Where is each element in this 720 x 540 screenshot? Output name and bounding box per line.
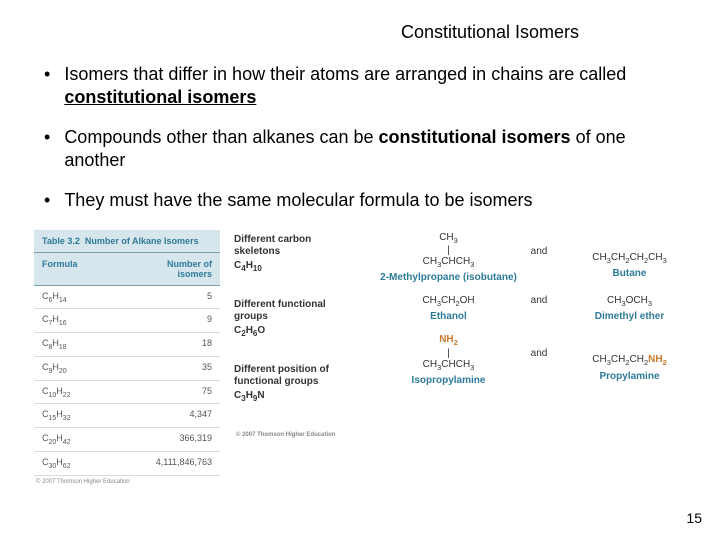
- bullet-text: Compounds other than alkanes can be cons…: [64, 126, 690, 171]
- table-row: C15H324,347: [34, 404, 220, 428]
- table-row: C6H145: [34, 286, 220, 310]
- table-body: C6H145 C7H169 C8H1818 C9H2035 C10H2275 C…: [34, 286, 220, 476]
- page-number: 15: [686, 510, 702, 526]
- category-2: Different functionalgroups C2H6O: [234, 299, 364, 338]
- table-row: C30H624,111,846,763: [34, 452, 220, 476]
- bullet-text: They must have the same molecular formul…: [64, 189, 690, 212]
- bullet-dot: •: [44, 126, 50, 171]
- table-row: C7H169: [34, 309, 220, 333]
- figure-area: Table 3.2 Number of Alkane Isomers Formu…: [0, 230, 720, 485]
- isomer-table: Table 3.2 Number of Alkane Isomers Formu…: [34, 230, 220, 485]
- and-label: and: [519, 232, 559, 257]
- table-row: C10H2275: [34, 381, 220, 405]
- bullet-text: Isomers that differ in how their atoms a…: [64, 63, 690, 108]
- molecule-dimethyl-ether: CH3OCH3 Dimethyl ether: [559, 295, 700, 322]
- bullet-dot: •: [44, 63, 50, 108]
- and-label: and: [519, 295, 559, 306]
- category-column: Different carbonskeletons C4H10 Differen…: [234, 230, 364, 485]
- bullet-list: • Isomers that differ in how their atoms…: [0, 63, 720, 212]
- col-formula: Formula: [34, 253, 127, 285]
- bullet-3: • They must have the same molecular form…: [40, 189, 690, 212]
- bullet-dot: •: [44, 189, 50, 212]
- table-footer: © 2007 Thomson Higher Education: [34, 476, 220, 485]
- bullet-2-bold: constitutional isomers: [379, 127, 571, 147]
- table-row: C9H2035: [34, 357, 220, 381]
- bullet-2: • Compounds other than alkanes can be co…: [40, 126, 690, 171]
- bullet-1: • Isomers that differ in how their atoms…: [40, 63, 690, 108]
- table-name: Number of Alkane Isomers: [85, 236, 199, 246]
- table-header-row: Formula Number of isomers: [34, 253, 220, 286]
- example-row-2: CH3CH2OH Ethanol and CH3OCH3 Dimethyl et…: [378, 295, 700, 322]
- molecule-butane: CH3CH2CH2CH3 Butane: [559, 232, 700, 279]
- table-title: Table 3.2 Number of Alkane Isomers: [34, 230, 220, 253]
- molecule-isopropylamine: NH2|CH3CHCH3 Isopropylamine: [378, 334, 519, 386]
- and-label: and: [519, 334, 559, 359]
- table-ref: Table 3.2: [42, 236, 80, 246]
- table-row: C8H1818: [34, 333, 220, 357]
- table-row: C20H42366,319: [34, 428, 220, 452]
- figure-footer: © 2007 Thomson Higher Education: [234, 429, 364, 438]
- example-row-3: NH2|CH3CHCH3 Isopropylamine and CH3CH2CH…: [378, 334, 700, 386]
- bullet-1-bold: constitutional isomers: [64, 87, 256, 107]
- molecule-propylamine: CH3CH2CH2NH2 Propylamine: [559, 334, 700, 381]
- page-title: Constitutional Isomers: [0, 0, 720, 43]
- category-1: Different carbonskeletons C4H10: [234, 234, 364, 273]
- example-row-1: CH3|CH3CHCH3 2-Methylpropane (isobutane)…: [378, 232, 700, 284]
- bullet-1-pre: Isomers that differ in how their atoms a…: [64, 64, 626, 84]
- molecule-2-methylpropane: CH3|CH3CHCH3 2-Methylpropane (isobutane): [378, 232, 519, 284]
- col-isomers: Number of isomers: [127, 253, 220, 285]
- examples-column: CH3|CH3CHCH3 2-Methylpropane (isobutane)…: [378, 230, 700, 485]
- bullet-2-pre: Compounds other than alkanes can be: [64, 127, 378, 147]
- category-3: Different position offunctional groups C…: [234, 364, 364, 403]
- molecule-ethanol: CH3CH2OH Ethanol: [378, 295, 519, 322]
